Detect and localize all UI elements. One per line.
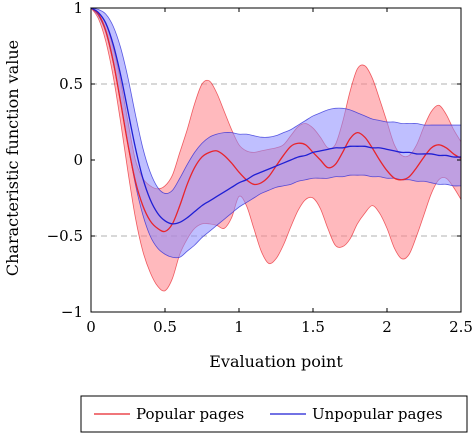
legend-label-unpopular: Unpopular pages [312,405,443,423]
y-axis-label: Characteristic function value [3,40,22,276]
y-tick-label-2: 0 [73,151,83,169]
line-unpopular [90,7,462,225]
y-tick-label-3: 0.5 [59,75,83,93]
x-tick-label-4: 2 [382,318,392,336]
axis-ticks: 0 0.5 1 1.5 2 2.5 −1 −0.5 0 0.5 1 [47,0,473,336]
mean-lines [90,7,462,233]
y-tick-label-4: 1 [73,0,83,17]
x-axis-label: Evaluation point [209,352,343,371]
x-tick-label-3: 1.5 [301,318,325,336]
legend-label-popular: Popular pages [136,405,244,423]
x-tick-label-0: 0 [86,318,96,336]
x-tick-label-1: 0.5 [153,318,177,336]
x-tick-label-5: 2.5 [449,318,473,336]
y-tick-label-1: −0.5 [47,227,83,245]
y-tick-label-0: −1 [61,303,83,321]
confidence-bands [89,7,462,292]
legend: Popular pages Unpopular pages [80,395,468,433]
x-tick-label-2: 1 [234,318,244,336]
